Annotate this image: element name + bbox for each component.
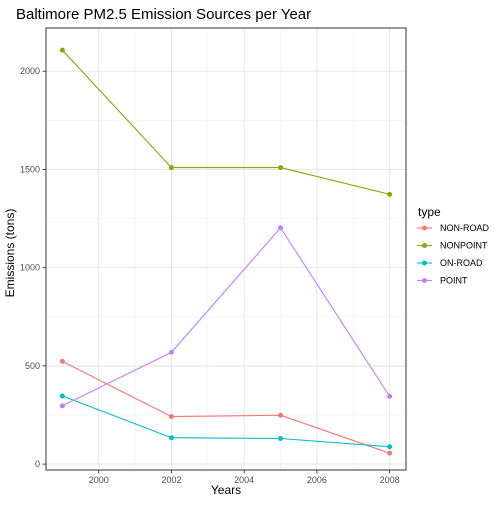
y-tick-label: 500	[25, 361, 40, 371]
y-tick-label: 2000	[20, 66, 40, 76]
data-point	[278, 412, 284, 418]
legend-label: NONPOINT	[440, 241, 488, 251]
data-point	[168, 165, 174, 171]
series-line	[62, 226, 391, 407]
legend-title: type	[418, 205, 441, 219]
legend-label: NON-ROAD	[440, 223, 489, 233]
plot-border	[45, 27, 407, 471]
legend-key-point	[422, 225, 427, 231]
chart-title: Baltimore PM2.5 Emission Sources per Yea…	[16, 6, 311, 23]
plot-area: 2000 2002 2004 2006 2008 0 500 1000 1500 2000	[20, 27, 407, 485]
legend-label: POINT	[440, 276, 468, 286]
data-point	[59, 358, 65, 364]
data-point	[168, 435, 174, 441]
data-point	[59, 393, 65, 399]
data-point	[387, 450, 393, 456]
series-line	[61, 49, 390, 195]
data-point	[59, 47, 65, 53]
x-tick-label: 2002	[161, 475, 181, 485]
data-point	[59, 403, 65, 409]
x-tick-label: 2008	[380, 475, 400, 485]
x-tick-label: 2004	[234, 475, 254, 485]
series-line	[62, 360, 390, 454]
legend: type NON-ROAD NONPOINT ON-ROAD POINT	[417, 205, 489, 286]
data-point	[278, 435, 284, 441]
y-tick-label: 0	[35, 459, 40, 469]
data-point	[278, 165, 284, 171]
y-tick-label: 1500	[20, 164, 40, 174]
y-axis-title: Emissions (tons)	[3, 209, 17, 298]
data-point	[387, 444, 393, 450]
x-axis-title: Years	[211, 483, 241, 497]
legend-key-point	[422, 260, 427, 266]
y-tick-label: 1000	[20, 263, 40, 273]
x-tick-label: 2006	[307, 475, 327, 485]
legend-key-point	[422, 243, 427, 248]
data-point	[168, 414, 174, 420]
series-line	[62, 395, 390, 448]
legend-label: ON-ROAD	[440, 258, 483, 268]
plot-panel	[46, 28, 406, 470]
data-point	[387, 191, 393, 197]
data-point	[168, 349, 174, 355]
x-tick-label: 2000	[89, 475, 109, 485]
data-point	[387, 393, 393, 399]
data-point	[278, 225, 284, 231]
legend-key-point	[422, 278, 427, 283]
